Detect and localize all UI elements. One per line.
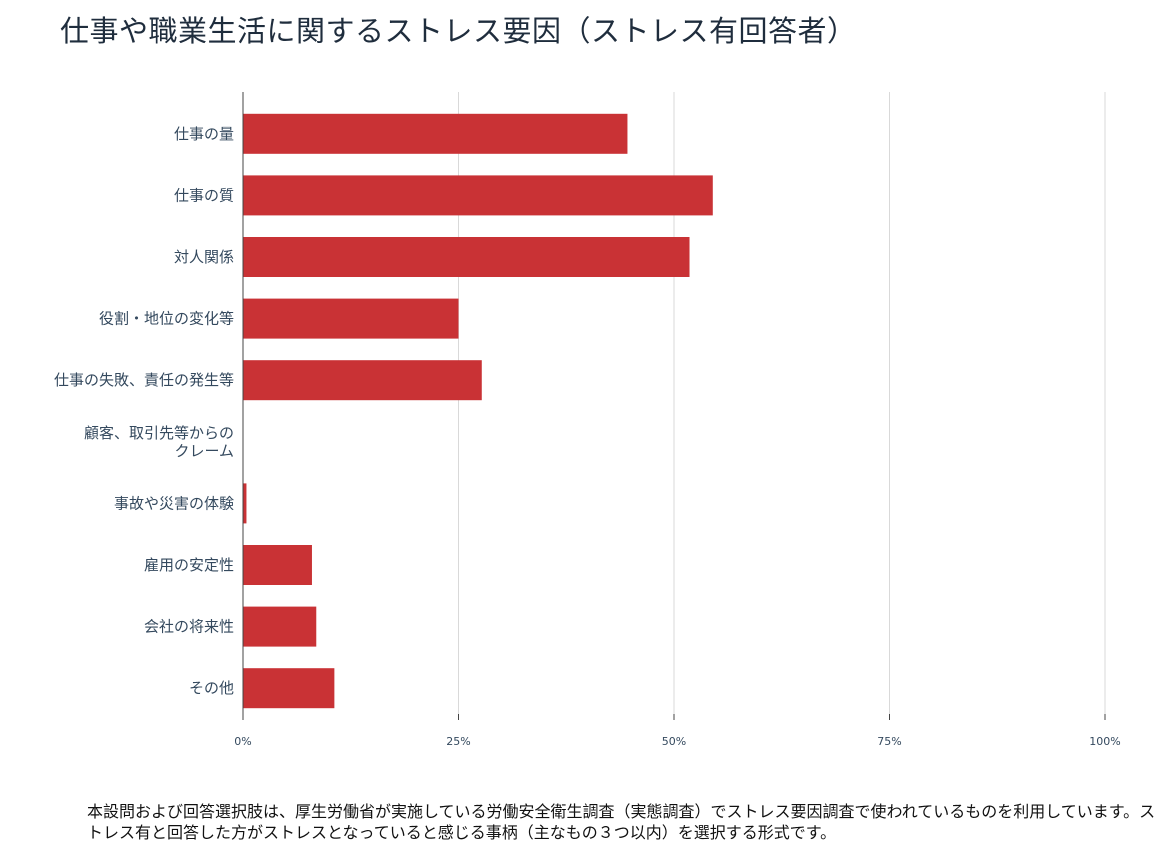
category-label-6: 事故や災害の体験 <box>114 494 234 512</box>
bar-8 <box>243 606 317 647</box>
bar-7 <box>243 545 312 585</box>
category-label-2: 対人関係 <box>174 248 234 266</box>
bar-4 <box>243 360 482 401</box>
category-label-5-line-1: クレーム <box>174 442 234 460</box>
chart-title: 仕事や職業生活に関するストレス要因（ストレス有回答者） <box>60 14 857 48</box>
bar-chart: 仕事の量仕事の質対人関係役割・地位の変化等仕事の失敗、責任の発生等顧客、取引先等… <box>54 92 1121 748</box>
category-label-1: 仕事の質 <box>174 186 234 204</box>
category-label-7: 雇用の安定性 <box>144 556 234 574</box>
category-label-8: 会社の将来性 <box>144 618 234 636</box>
x-tick-label-4: 100% <box>1089 735 1120 748</box>
x-tick-label-3: 75% <box>877 735 901 748</box>
category-label-4: 仕事の失敗、責任の発生等 <box>54 371 234 389</box>
x-tick-label-0: 0% <box>234 735 251 748</box>
bar-1 <box>243 175 713 216</box>
category-label-9: その他 <box>189 679 234 697</box>
x-tick-label-1: 25% <box>446 735 470 748</box>
category-label-0: 仕事の量 <box>174 125 234 143</box>
category-label-3: 役割・地位の変化等 <box>99 310 234 328</box>
category-label-5-line-0: 顧客、取引先等からの <box>84 424 234 442</box>
bar-3 <box>243 298 459 339</box>
bar-9 <box>243 668 335 709</box>
footnote: 本設問および回答選択肢は、厚生労働省が実施している労働安全衛生調査（実態調査）で… <box>87 802 1156 842</box>
x-tick-label-2: 50% <box>662 735 686 748</box>
bar-2 <box>243 237 690 277</box>
bar-6 <box>243 483 247 524</box>
bar-0 <box>243 113 628 154</box>
